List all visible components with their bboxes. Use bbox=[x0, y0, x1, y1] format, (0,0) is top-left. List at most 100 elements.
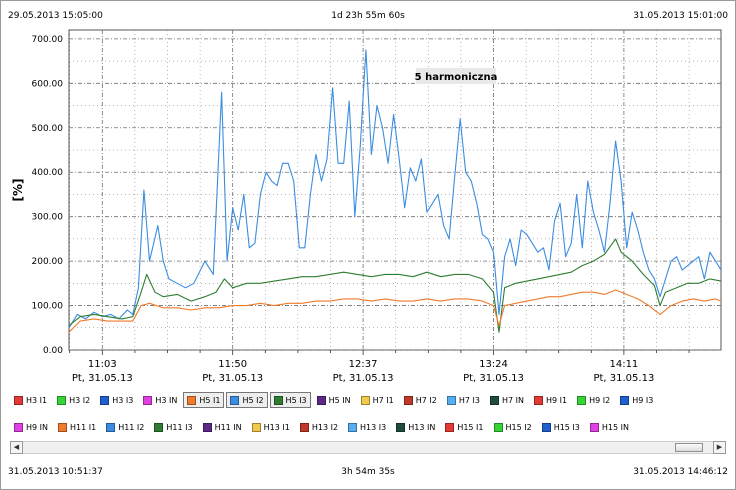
legend-item-h15-in[interactable]: H15 IN bbox=[586, 419, 633, 435]
legend-label: H3 IN bbox=[155, 395, 178, 405]
x-tick-date: Pt, 31.05.13 bbox=[333, 373, 394, 384]
arrow-left-icon: ◀ bbox=[13, 443, 20, 451]
y-tick-label: 500.00 bbox=[32, 124, 64, 134]
legend-item-h11-i2[interactable]: H11 I2 bbox=[102, 419, 148, 435]
legend-row-2: H9 IN H11 I1 H11 I2 H11 I3 H11 IN H13 I1 H13 I… bbox=[10, 419, 730, 435]
legend-item-h13-i1[interactable]: H13 I1 bbox=[248, 419, 294, 435]
legend-label: H13 IN bbox=[408, 422, 436, 432]
legend-swatch-icon bbox=[187, 395, 197, 405]
legend-swatch-icon bbox=[489, 395, 499, 405]
footer-bar: 31.05.2013 10:51:37 3h 54m 35s 31.05.201… bbox=[0, 462, 736, 482]
header-start-time: 29.05.2013 15:05:00 bbox=[8, 11, 103, 21]
horizontal-scrollbar[interactable]: ◀ ▶ bbox=[10, 441, 726, 454]
legend-item-h9-i2[interactable]: H9 I2 bbox=[573, 392, 614, 408]
y-tick-label: 300.00 bbox=[32, 213, 64, 223]
legend-swatch-icon bbox=[577, 395, 587, 405]
x-tick-time: 14:11 bbox=[609, 359, 638, 370]
y-tick-label: 200.00 bbox=[32, 257, 64, 267]
legend-item-h5-i1[interactable]: H5 I1 bbox=[183, 392, 225, 408]
legend-item-h13-i2[interactable]: H13 I2 bbox=[296, 419, 342, 435]
legend-item-h7-i2[interactable]: H7 I2 bbox=[400, 392, 441, 408]
legend-label: H11 IN bbox=[214, 422, 242, 432]
y-tick-label: 0.00 bbox=[43, 346, 63, 356]
y-axis-ticks: 0.00 100.00 200.00 300.00 400.00 500.00 600.00… bbox=[32, 35, 64, 356]
legend-swatch-icon bbox=[143, 395, 153, 405]
header-end-time: 31.05.2013 15:01:00 bbox=[633, 11, 728, 21]
x-tick-date: Pt, 31.05.13 bbox=[72, 373, 133, 384]
legend-label: H7 I2 bbox=[415, 395, 437, 405]
legend-swatch-icon bbox=[14, 395, 23, 405]
legend-item-h3-i1[interactable]: H3 I1 bbox=[10, 392, 51, 408]
legend-label: H9 I1 bbox=[545, 395, 568, 405]
y-tick-label: 400.00 bbox=[32, 168, 64, 178]
legend-swatch-icon bbox=[106, 422, 116, 432]
legend-swatch-icon bbox=[230, 395, 240, 405]
legend-swatch-icon bbox=[14, 422, 23, 432]
legend-label: H5 I2 bbox=[242, 395, 264, 405]
legend-item-h11-i3[interactable]: H11 I3 bbox=[150, 419, 196, 435]
legend-label: H15 I3 bbox=[553, 422, 580, 432]
plot-area bbox=[68, 29, 722, 351]
legend-label: H11 I2 bbox=[118, 422, 145, 432]
legend-swatch-icon bbox=[360, 395, 370, 405]
legend-item-h7-i3[interactable]: H7 I3 bbox=[443, 392, 484, 408]
y-axis-label: [%] bbox=[11, 179, 25, 202]
scrollbar-thumb[interactable] bbox=[675, 443, 703, 452]
legend-swatch-icon bbox=[57, 395, 67, 405]
legend-label: H9 IN bbox=[26, 422, 48, 432]
legend-swatch-icon bbox=[316, 395, 326, 405]
legend-item-h15-i3[interactable]: H15 I3 bbox=[538, 419, 584, 435]
x-tick-date: Pt, 31.05.13 bbox=[593, 373, 654, 384]
header-bar: 29.05.2013 15:05:00 1d 23h 55m 60s 31.05… bbox=[0, 6, 736, 26]
legend-item-h13-in[interactable]: H13 IN bbox=[392, 419, 439, 435]
legend-item-h15-i2[interactable]: H15 I2 bbox=[490, 419, 536, 435]
legend-label: H3 I1 bbox=[26, 395, 48, 405]
chart-title-box bbox=[416, 68, 496, 84]
legend-label: H7 I1 bbox=[372, 395, 394, 405]
footer-end-time: 31.05.2013 14:46:12 bbox=[633, 467, 728, 477]
legend-swatch-icon bbox=[396, 422, 406, 432]
legend-item-h3-in[interactable]: H3 IN bbox=[139, 392, 181, 408]
legend-swatch-icon bbox=[446, 395, 456, 405]
legend-item-h9-i1[interactable]: H9 I1 bbox=[530, 392, 571, 408]
x-tick-time: 11:03 bbox=[88, 359, 117, 370]
legend-label: H7 IN bbox=[501, 395, 524, 405]
series-line-h5-i3 bbox=[68, 238, 722, 333]
legend-label: H15 IN bbox=[601, 422, 629, 432]
grid bbox=[69, 30, 721, 351]
x-tick-time: 11:50 bbox=[218, 359, 247, 370]
scroll-left-button[interactable]: ◀ bbox=[10, 441, 23, 454]
legend-label: H7 I3 bbox=[458, 395, 480, 405]
legend-swatch-icon bbox=[403, 395, 413, 405]
x-tick-date: Pt, 31.05.13 bbox=[463, 373, 524, 384]
legend-item-h9-i3[interactable]: H9 I3 bbox=[616, 392, 657, 408]
arrow-right-icon: ▶ bbox=[716, 443, 723, 451]
legend-swatch-icon bbox=[541, 422, 551, 432]
legend-item-h5-i3[interactable]: H5 I3 bbox=[269, 392, 311, 408]
legend-swatch-icon bbox=[299, 422, 309, 432]
legend-item-h13-i3[interactable]: H13 I3 bbox=[344, 419, 390, 435]
legend-item-h3-i2[interactable]: H3 I2 bbox=[53, 392, 94, 408]
legend-item-h7-in[interactable]: H7 IN bbox=[486, 392, 528, 408]
legend-swatch-icon bbox=[154, 422, 164, 432]
legend-item-h15-i1[interactable]: H15 I1 bbox=[441, 419, 487, 435]
legend-swatch-icon bbox=[533, 395, 543, 405]
legend-item-h3-i3[interactable]: H3 I3 bbox=[96, 392, 137, 408]
legend-item-h5-i2[interactable]: H5 I2 bbox=[226, 392, 268, 408]
legend-item-h5-in[interactable]: H5 IN bbox=[313, 392, 355, 408]
harmonic-chart[interactable]: 0.00 100.00 200.00 300.00 400.00 500.00 600.00… bbox=[0, 0, 736, 390]
scroll-right-button[interactable]: ▶ bbox=[713, 441, 726, 454]
x-tick-time: 12:37 bbox=[349, 359, 378, 370]
legend-swatch-icon bbox=[202, 422, 212, 432]
series-lines bbox=[68, 49, 722, 333]
legend-row-1: H3 I1 H3 I2 H3 I3 H3 IN H5 I1 H5 I2 H5 I3 H5 IN… bbox=[10, 392, 730, 408]
chart-title: 5 harmoniczna bbox=[415, 72, 498, 83]
legend-item-h7-i1[interactable]: H7 I1 bbox=[357, 392, 398, 408]
legend-label: H3 I2 bbox=[69, 395, 91, 405]
header-span: 1d 23h 55m 60s bbox=[331, 11, 405, 21]
legend-item-h11-i1[interactable]: H11 I1 bbox=[54, 419, 100, 435]
y-tick-label: 100.00 bbox=[32, 302, 64, 312]
legend-item-h11-in[interactable]: H11 IN bbox=[199, 419, 246, 435]
legend-swatch-icon bbox=[348, 422, 358, 432]
legend-item-h9-in[interactable]: H9 IN bbox=[10, 419, 52, 435]
